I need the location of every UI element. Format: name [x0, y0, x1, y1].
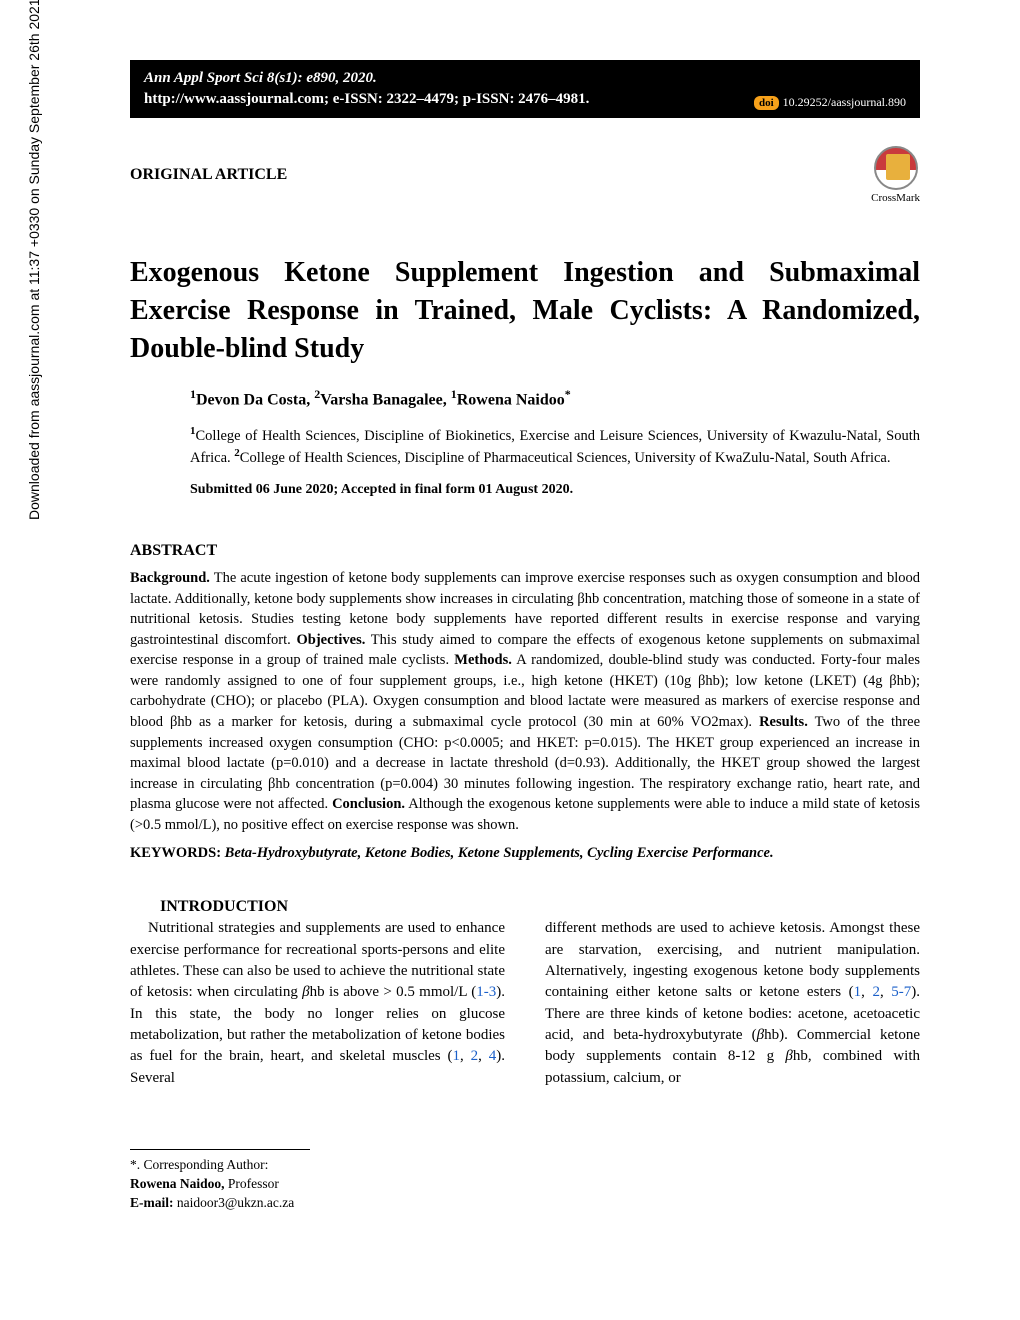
ref-link[interactable]: 2 — [872, 984, 880, 1000]
intro-col-left: Nutritional strategies and supplements a… — [130, 918, 505, 1088]
intro-text: , — [861, 984, 872, 1000]
journal-header: Ann Appl Sport Sci 8(s1): e890, 2020. ht… — [130, 60, 920, 118]
intro-p2: different methods are used to achieve ke… — [545, 918, 920, 1088]
intro-text: , — [880, 984, 891, 1000]
doi-block[interactable]: doi 10.29252/aassjournal.890 — [754, 95, 906, 110]
abstract-heading: ABSTRACT — [130, 542, 920, 560]
keywords-line: KEYWORDS: Beta-Hydroxybutyrate, Ketone B… — [130, 845, 920, 862]
footnote-email-label: E-mail: — [130, 1195, 177, 1210]
ref-link[interactable]: 1 — [453, 1048, 461, 1064]
footnote-separator — [130, 1149, 310, 1150]
intro-text: , — [460, 1048, 471, 1064]
author3: Rowena Naidoo — [457, 392, 565, 409]
doi-text: 10.29252/aassjournal.890 — [783, 95, 906, 110]
abs-objectives-label: Objectives. — [296, 632, 365, 648]
introduction-heading: INTRODUCTION — [160, 898, 920, 916]
crossmark-label: CrossMark — [871, 192, 920, 204]
footnote-email[interactable]: naidoor3@ukzn.ac.za — [177, 1195, 294, 1210]
crossmark-icon — [874, 146, 918, 190]
doi-icon: doi — [754, 96, 779, 110]
beta-symbol: β — [302, 984, 309, 1000]
article-title: Exogenous Ketone Supplement Ingestion an… — [130, 254, 920, 367]
submission-dates: Submitted 06 June 2020; Accepted in fina… — [190, 482, 920, 498]
author1: Devon Da Costa, — [196, 392, 314, 409]
page-container: Ann Appl Sport Sci 8(s1): e890, 2020. ht… — [0, 0, 1020, 1263]
author2: Varsha Banagalee, — [320, 392, 451, 409]
footnote-role: Professor — [225, 1176, 279, 1191]
author-affil-block: 1Devon Da Costa, 2Varsha Banagalee, 1Row… — [190, 387, 920, 498]
footnote-name: Rowena Naidoo, — [130, 1176, 225, 1191]
introduction-columns: Nutritional strategies and supplements a… — [130, 918, 920, 1088]
abs-conclusion-label: Conclusion. — [332, 796, 405, 812]
beta-symbol: β — [785, 1048, 792, 1064]
footnote-label: *. Corresponding Author: — [130, 1156, 920, 1175]
crossmark-badge[interactable]: CrossMark — [871, 146, 920, 204]
intro-text: , — [478, 1048, 489, 1064]
header-left: Ann Appl Sport Sci 8(s1): e890, 2020. ht… — [144, 68, 589, 110]
corresponding-mark: * — [565, 387, 571, 401]
download-watermark: Downloaded from aassjournal.com at 11:37… — [26, 0, 42, 520]
abstract-body: Background. The acute ingestion of keton… — [130, 568, 920, 836]
article-type-row: ORIGINAL ARTICLE CrossMark — [130, 146, 920, 204]
affil2: College of Health Sciences, Discipline o… — [240, 450, 891, 466]
intro-p1: Nutritional strategies and supplements a… — [130, 918, 505, 1088]
ref-link[interactable]: 5-7 — [891, 984, 911, 1000]
citation: Ann Appl Sport Sci 8(s1): e890, 2020. — [144, 68, 589, 89]
affiliations: 1College of Health Sciences, Discipline … — [190, 424, 920, 468]
abs-background-label: Background. — [130, 570, 210, 586]
abs-methods-label: Methods. — [454, 652, 512, 668]
corresponding-footnote: *. Corresponding Author: Rowena Naidoo, … — [130, 1156, 920, 1213]
keywords-label: KEYWORDS: — [130, 845, 225, 861]
ref-link[interactable]: 1-3 — [476, 984, 496, 1000]
article-type: ORIGINAL ARTICLE — [130, 166, 287, 184]
intro-text: hb is above > 0.5 mmol/L ( — [310, 984, 477, 1000]
authors: 1Devon Da Costa, 2Varsha Banagalee, 1Row… — [190, 387, 920, 409]
beta-symbol: β — [757, 1027, 764, 1043]
intro-col-right: different methods are used to achieve ke… — [545, 918, 920, 1088]
abs-results-label: Results. — [759, 714, 808, 730]
keywords-list: Beta-Hydroxybutyrate, Ketone Bodies, Ket… — [225, 845, 774, 861]
journal-url-issn: http://www.aassjournal.com; e-ISSN: 2322… — [144, 89, 589, 110]
